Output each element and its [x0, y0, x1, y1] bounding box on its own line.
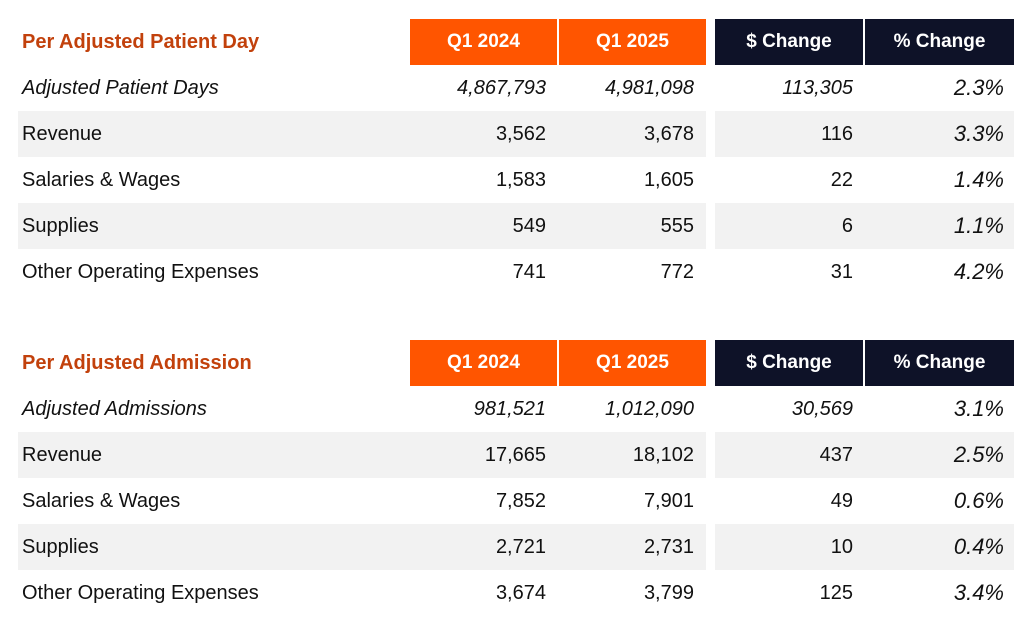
row-label: Other Operating Expenses [22, 581, 259, 604]
table-title: Per Adjusted Admission [22, 351, 252, 374]
percent-change-value: 3.4% [953, 580, 1004, 605]
q1-2024-value: 1,583 [495, 168, 546, 191]
q1-2025-value: 772 [660, 260, 694, 283]
q1-2024-value: 17,665 [484, 443, 546, 466]
dollar-change-value: 10 [830, 535, 853, 558]
dollar-change-value: 49 [830, 489, 853, 512]
table-header-row: Per Adjusted Patient Day Q1 2024 Q1 2025… [18, 19, 1014, 65]
table-row: Salaries & Wages 1,583 1,605 22 1.4% [18, 157, 1014, 203]
percent-change-value: 2.5% [953, 442, 1004, 467]
table-header-row: Per Adjusted Admission Q1 2024 Q1 2025 $… [18, 340, 1014, 386]
percent-change-value: 3.1% [953, 396, 1004, 421]
header-percent-change: % Change [865, 340, 1014, 386]
q1-2025-value: 1,605 [643, 168, 694, 191]
dollar-change-value: 22 [830, 168, 853, 191]
table-row: Supplies 2,721 2,731 10 0.4% [18, 524, 1014, 570]
q1-2024-value: 549 [512, 214, 546, 237]
table-row: Adjusted Admissions 981,521 1,012,090 30… [18, 386, 1014, 432]
dollar-change-value: 125 [819, 581, 853, 604]
table-row: Other Operating Expenses 741 772 31 4.2% [18, 249, 1014, 295]
q1-2025-value: 555 [660, 214, 694, 237]
percent-change-value: 2.3% [953, 75, 1004, 100]
q1-2025-value: 2,731 [643, 535, 694, 558]
header-q1-2024: Q1 2024 [410, 340, 557, 386]
q1-2025-value: 3,799 [643, 581, 694, 604]
row-label: Other Operating Expenses [22, 260, 259, 283]
header-dollar-change: $ Change [715, 19, 863, 65]
dollar-change-value: 30,569 [791, 397, 853, 420]
percent-change-value: 1.4% [953, 167, 1004, 192]
dollar-change-value: 437 [819, 443, 853, 466]
table-row: Salaries & Wages 7,852 7,901 49 0.6% [18, 478, 1014, 524]
row-label: Salaries & Wages [22, 168, 181, 191]
percent-change-value: 1.1% [953, 213, 1004, 238]
dollar-change-value: 6 [841, 214, 853, 237]
q1-2024-value: 741 [512, 260, 546, 283]
dollar-change-value: 116 [821, 122, 853, 145]
q1-2025-value: 7,901 [643, 489, 694, 512]
row-label: Adjusted Patient Days [22, 76, 219, 99]
table-title: Per Adjusted Patient Day [22, 30, 260, 53]
q1-2025-value: 3,678 [643, 122, 694, 145]
table-row: Revenue 17,665 18,102 437 2.5% [18, 432, 1014, 478]
q1-2024-value: 4,867,793 [457, 76, 546, 99]
q1-2024-value: 3,562 [495, 122, 546, 145]
header-dollar-change: $ Change [715, 340, 863, 386]
dollar-change-value: 31 [830, 260, 853, 283]
q1-2024-value: 2,721 [495, 535, 546, 558]
table-row: Other Operating Expenses 3,674 3,799 125… [18, 570, 1014, 616]
q1-2024-value: 981,521 [473, 397, 546, 420]
per-adjusted-patient-day-table: Per Adjusted Patient Day Q1 2024 Q1 2025… [18, 19, 1014, 295]
row-label: Salaries & Wages [22, 489, 181, 512]
header-q1-2025: Q1 2025 [559, 19, 706, 65]
percent-change-value: 0.4% [953, 534, 1004, 559]
header-q1-2024: Q1 2024 [410, 19, 557, 65]
row-label: Revenue [22, 443, 103, 466]
per-adjusted-admission-table: Per Adjusted Admission Q1 2024 Q1 2025 $… [18, 340, 1014, 616]
q1-2025-value: 1,012,090 [605, 397, 694, 420]
row-label: Revenue [22, 122, 103, 145]
header-q1-2025: Q1 2025 [559, 340, 706, 386]
table-row: Supplies 549 555 6 1.1% [18, 203, 1014, 249]
q1-2024-value: 7,852 [495, 489, 546, 512]
row-label: Supplies [22, 535, 99, 558]
q1-2025-value: 18,102 [632, 443, 694, 466]
table-row: Adjusted Patient Days 4,867,793 4,981,09… [18, 65, 1014, 111]
header-percent-change: % Change [865, 19, 1014, 65]
percent-change-value: 3.3% [953, 121, 1004, 146]
percent-change-value: 4.2% [953, 259, 1004, 284]
q1-2025-value: 4,981,098 [605, 76, 694, 99]
percent-change-value: 0.6% [953, 488, 1004, 513]
row-label: Adjusted Admissions [22, 397, 207, 420]
dollar-change-value: 113,305 [782, 76, 853, 99]
table-row: Revenue 3,562 3,678 116 3.3% [18, 111, 1014, 157]
q1-2024-value: 3,674 [495, 581, 546, 604]
row-label: Supplies [22, 214, 99, 237]
